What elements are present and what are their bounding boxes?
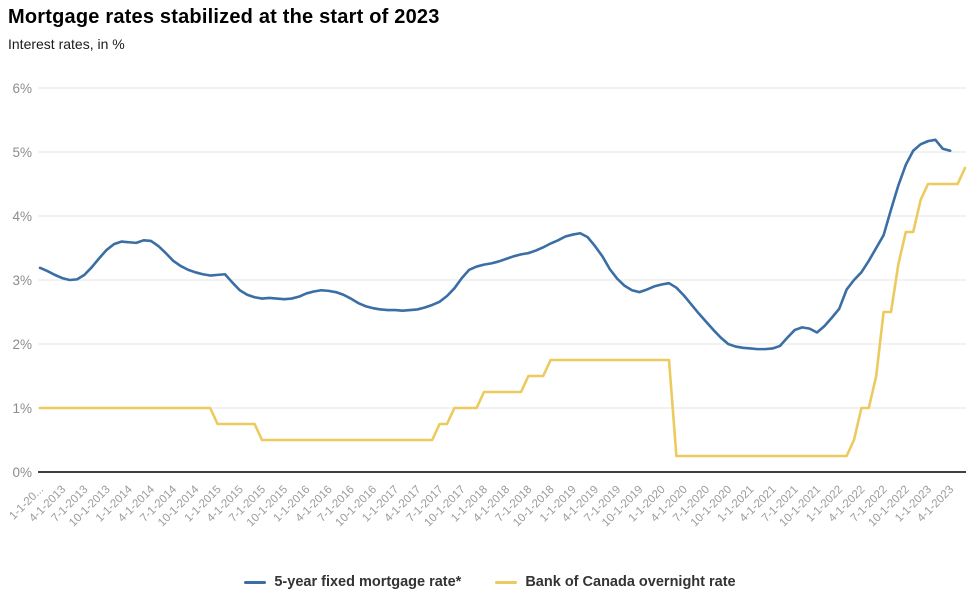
chart-title: Mortgage rates stabilized at the start o… xyxy=(8,6,440,28)
y-tick-label: 0% xyxy=(12,465,32,480)
mortgage-rate-line xyxy=(38,138,952,351)
chart-legend: 5-year fixed mortgage rate* Bank of Cana… xyxy=(0,574,980,590)
y-tick-label: 4% xyxy=(12,209,32,224)
legend-label-overnight-rate: Bank of Canada overnight rate xyxy=(525,574,736,590)
mortgage-rate-line-icon xyxy=(244,580,267,584)
y-tick-label: 3% xyxy=(12,273,32,288)
y-tick-label: 5% xyxy=(12,145,32,160)
legend-item-overnight-rate: Bank of Canada overnight rate xyxy=(495,574,736,590)
chart-subtitle: Interest rates, in % xyxy=(8,36,125,52)
y-tick-label: 1% xyxy=(12,401,32,416)
overnight-rate-line xyxy=(38,166,967,458)
y-tick-label: 6% xyxy=(12,81,32,96)
y-tick-label: 2% xyxy=(12,337,32,352)
legend-label-mortgage-rate: 5-year fixed mortgage rate* xyxy=(274,574,462,590)
overnight-rate-line-icon xyxy=(495,580,518,584)
legend-item-mortgage-rate: 5-year fixed mortgage rate* xyxy=(244,574,461,590)
